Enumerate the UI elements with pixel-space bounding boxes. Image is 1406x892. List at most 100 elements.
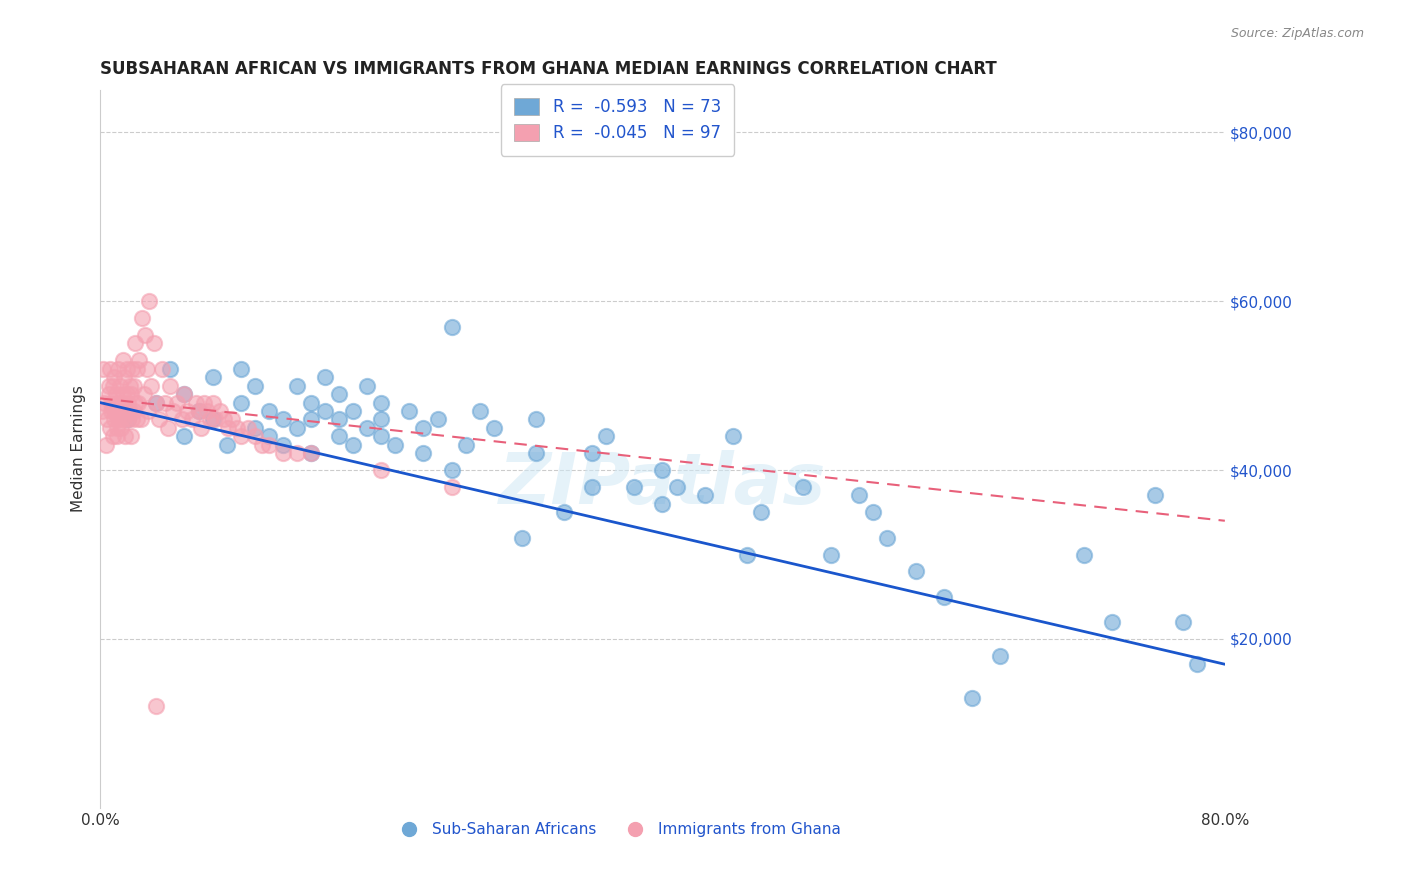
Point — [138, 294, 160, 309]
Point — [101, 378, 124, 392]
Point — [257, 438, 280, 452]
Point — [876, 531, 898, 545]
Point — [848, 488, 870, 502]
Point — [243, 429, 266, 443]
Point — [176, 404, 198, 418]
Point — [98, 361, 121, 376]
Point — [370, 429, 392, 443]
Point — [173, 387, 195, 401]
Point — [122, 404, 145, 418]
Point — [792, 480, 814, 494]
Point — [370, 395, 392, 409]
Point — [299, 446, 322, 460]
Point — [412, 421, 434, 435]
Point — [1171, 615, 1194, 629]
Point — [454, 438, 477, 452]
Point — [96, 412, 118, 426]
Point — [198, 412, 221, 426]
Point — [195, 404, 218, 418]
Point — [651, 497, 673, 511]
Point — [243, 421, 266, 435]
Point — [356, 378, 378, 392]
Point — [110, 412, 132, 426]
Point — [440, 480, 463, 494]
Point — [117, 412, 139, 426]
Point — [128, 353, 150, 368]
Point — [115, 361, 138, 376]
Point — [145, 699, 167, 714]
Text: ZIPatlas: ZIPatlas — [499, 450, 827, 519]
Point — [524, 412, 547, 426]
Point — [145, 395, 167, 409]
Point — [112, 370, 135, 384]
Point — [122, 378, 145, 392]
Point — [90, 404, 112, 418]
Point — [134, 328, 156, 343]
Point — [125, 361, 148, 376]
Point — [93, 395, 115, 409]
Point — [125, 412, 148, 426]
Point — [103, 370, 125, 384]
Point — [180, 412, 202, 426]
Point — [103, 412, 125, 426]
Point — [94, 438, 117, 452]
Point — [170, 412, 193, 426]
Point — [221, 412, 243, 426]
Point — [121, 361, 143, 376]
Point — [285, 446, 308, 460]
Point — [904, 565, 927, 579]
Point — [384, 438, 406, 452]
Point — [107, 412, 129, 426]
Point — [173, 387, 195, 401]
Point — [665, 480, 688, 494]
Point — [105, 395, 128, 409]
Point — [110, 421, 132, 435]
Point — [314, 370, 336, 384]
Point — [118, 378, 141, 392]
Point — [112, 412, 135, 426]
Point — [117, 412, 139, 426]
Legend: Sub-Saharan Africans, Immigrants from Ghana: Sub-Saharan Africans, Immigrants from Gh… — [388, 816, 846, 843]
Point — [142, 336, 165, 351]
Point — [862, 505, 884, 519]
Point — [271, 446, 294, 460]
Point — [932, 590, 955, 604]
Point — [370, 463, 392, 477]
Point — [159, 378, 181, 392]
Point — [156, 421, 179, 435]
Point — [217, 421, 239, 435]
Point — [132, 387, 155, 401]
Point — [328, 429, 350, 443]
Point — [426, 412, 449, 426]
Point — [595, 429, 617, 443]
Point — [271, 412, 294, 426]
Point — [208, 404, 231, 418]
Point — [100, 395, 122, 409]
Point — [1073, 548, 1095, 562]
Point — [105, 429, 128, 443]
Point — [342, 404, 364, 418]
Point — [988, 648, 1011, 663]
Point — [105, 421, 128, 435]
Point — [114, 429, 136, 443]
Point — [285, 421, 308, 435]
Point — [212, 412, 235, 426]
Point — [553, 505, 575, 519]
Point — [201, 370, 224, 384]
Point — [107, 361, 129, 376]
Point — [190, 421, 212, 435]
Point — [299, 412, 322, 426]
Point — [136, 404, 159, 418]
Point — [820, 548, 842, 562]
Point — [193, 395, 215, 409]
Point — [117, 395, 139, 409]
Point — [721, 429, 744, 443]
Point — [623, 480, 645, 494]
Point — [127, 395, 149, 409]
Point — [101, 429, 124, 443]
Point — [162, 404, 184, 418]
Point — [139, 378, 162, 392]
Point — [118, 404, 141, 418]
Point — [120, 429, 142, 443]
Point — [1101, 615, 1123, 629]
